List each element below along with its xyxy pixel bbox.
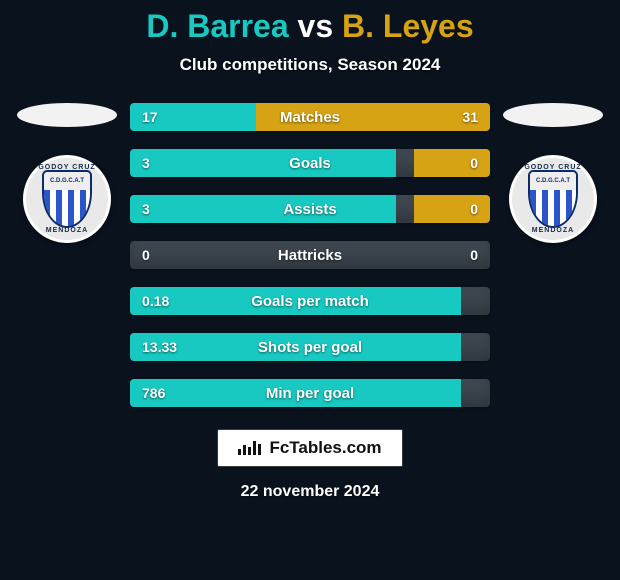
stat-value-left: 17 [142,109,158,125]
club-stripes [530,190,576,226]
club-shield-text: C.D.G.C.A.T [44,172,90,190]
player2-avatar-placeholder [503,103,603,127]
stats-list: 17 Matches 31 3 Goals 0 3 Assists 0 0 Hattricks 0 0.… [130,103,490,407]
club-shield-icon: C.D.G.C.A.T [42,170,92,228]
stat-row: 3 Goals 0 [130,149,490,177]
player1-name: D. Barrea [146,8,288,44]
footer: FcTables.com 22 november 2024 [0,429,620,501]
player2-name: B. Leyes [342,8,474,44]
stat-label: Shots per goal [258,339,362,356]
stat-value-left: 0 [142,247,150,263]
body-row: GODOY CRUZ C.D.G.C.A.T MENDOZA 17 Matches… [0,103,620,407]
player2-club-badge: GODOY CRUZ C.D.G.C.A.T MENDOZA [509,155,597,243]
bar-left [130,195,396,223]
date: 22 november 2024 [241,483,380,501]
stat-row: 786 Min per goal [130,379,490,407]
club-shield-icon: C.D.G.C.A.T [528,170,578,228]
bar-right [414,149,490,177]
stat-label: Min per goal [266,385,354,402]
stat-value-left: 0.18 [142,293,169,309]
brand-box: FcTables.com [217,429,402,467]
stat-row: 17 Matches 31 [130,103,490,131]
stat-label: Goals per match [251,293,369,310]
vs-text: vs [298,8,334,44]
brand-text: FcTables.com [269,438,381,458]
stat-value-left: 786 [142,385,165,401]
stat-row: 13.33 Shots per goal [130,333,490,361]
club-ring-bottom: MENDOZA [46,227,88,234]
right-side: GODOY CRUZ C.D.G.C.A.T MENDOZA [498,103,608,243]
stat-label: Goals [289,155,331,172]
stat-value-right: 0 [470,155,478,171]
stat-value-right: 0 [470,247,478,263]
player1-avatar-placeholder [17,103,117,127]
club-stripes [44,190,90,226]
club-shield-text: C.D.G.C.A.T [530,172,576,190]
stat-label: Assists [283,201,336,218]
stat-value-left: 13.33 [142,339,177,355]
bar-right [414,195,490,223]
stat-label: Matches [280,109,340,126]
title: D. Barrea vs B. Leyes [0,8,620,45]
club-ring-bottom: MENDOZA [532,227,574,234]
bar-left [130,149,396,177]
stat-value-right: 0 [470,201,478,217]
stat-row: 0 Hattricks 0 [130,241,490,269]
left-side: GODOY CRUZ C.D.G.C.A.T MENDOZA [12,103,122,243]
stat-value-left: 3 [142,155,150,171]
player1-club-badge: GODOY CRUZ C.D.G.C.A.T MENDOZA [23,155,111,243]
brand-bars-icon [238,441,261,455]
stat-label: Hattricks [278,247,342,264]
infographic-container: D. Barrea vs B. Leyes Club competitions,… [0,0,620,580]
stat-value-left: 3 [142,201,150,217]
subtitle: Club competitions, Season 2024 [0,55,620,75]
stat-row: 0.18 Goals per match [130,287,490,315]
stat-value-right: 31 [462,109,478,125]
stat-row: 3 Assists 0 [130,195,490,223]
